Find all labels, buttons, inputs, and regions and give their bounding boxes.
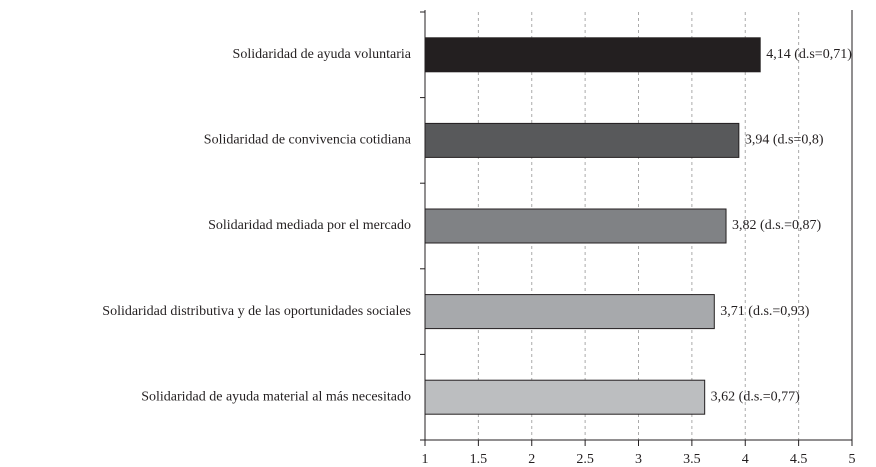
x-tick-label: 2 xyxy=(528,452,535,467)
value-label: 3,82 (d.s.=0,87) xyxy=(732,218,822,233)
y-tick-label: Solidaridad de convivencia cotidiana xyxy=(204,133,412,148)
x-tick-label: 1.5 xyxy=(470,452,488,467)
x-tick-label: 3 xyxy=(635,452,642,467)
bar xyxy=(424,379,706,415)
x-tick-label: 4 xyxy=(742,452,749,467)
x-tick-label: 1 xyxy=(422,452,429,467)
y-tick-label: Solidaridad mediada por el mercado xyxy=(208,218,411,233)
value-label: 4,14 (d.s=0,71) xyxy=(766,47,852,62)
bar xyxy=(424,294,715,330)
value-label: 3,62 (d.s.=0,77) xyxy=(711,389,801,404)
value-label: 3,71 (d.s.=0,93) xyxy=(720,304,810,319)
bar xyxy=(424,122,740,158)
value-label: 3,94 (d.s=0,8) xyxy=(745,133,824,148)
y-tick-label: Solidaridad de ayuda voluntaria xyxy=(233,47,412,62)
bar xyxy=(424,37,761,73)
y-tick-label: Solidaridad de ayuda material al más nec… xyxy=(141,389,411,404)
y-tick-label: Solidaridad distributiva y de las oportu… xyxy=(102,304,411,319)
x-tick-label: 2.5 xyxy=(576,452,594,467)
bar xyxy=(424,208,727,244)
x-tick-label: 5 xyxy=(849,452,856,467)
x-tick-label: 3.5 xyxy=(683,452,701,467)
x-tick-label: 4.5 xyxy=(790,452,808,467)
